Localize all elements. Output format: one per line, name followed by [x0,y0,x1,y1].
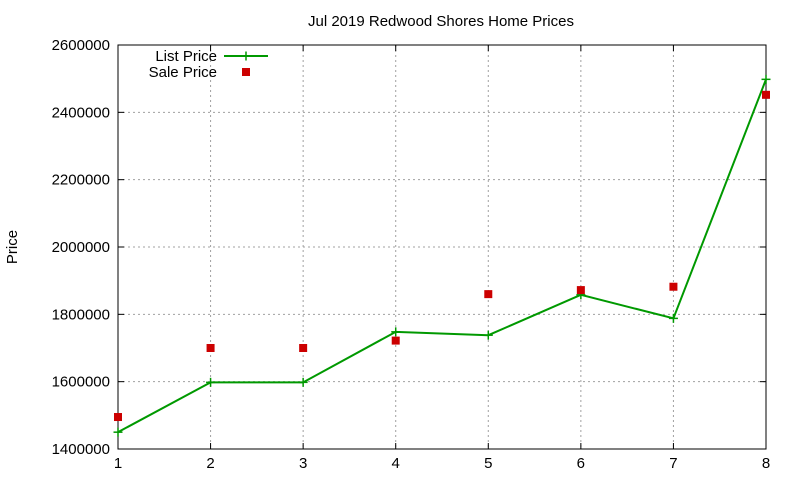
list-price-point [206,377,216,387]
y-tick-label: 2200000 [52,172,110,189]
sale-price-point [206,344,215,352]
y-tick-label: 1400000 [52,441,110,458]
sale-price-point [576,286,585,295]
list-price-point [113,427,123,437]
legend-label: List Price [155,48,217,65]
list-price-line [117,78,767,434]
x-tick-label: 7 [669,455,677,472]
x-tick-label: 3 [299,455,307,472]
y-tick-label: 1600000 [52,374,110,391]
y-tick-label: 2600000 [52,37,110,54]
sale-price-point [762,90,770,99]
legend-square-sample [242,68,250,76]
list-price-point [391,327,401,337]
sale-price-point [669,282,678,291]
list-price-point [483,330,493,340]
sale-price-point [391,336,400,345]
x-tick-label: 5 [484,455,492,472]
legend-cross-sample [241,51,251,61]
x-tick-label: 1 [114,455,122,472]
y-tick-label: 2000000 [52,239,110,256]
grid-layer [118,45,766,449]
x-tick-label: 8 [762,455,770,472]
x-tick-label: 2 [206,455,214,472]
legend-label: Sale Price [149,64,217,81]
x-tick-label: 4 [392,455,400,472]
y-tick-label: 2400000 [52,104,110,121]
chart-title: Jul 2019 Redwood Shores Home Prices [308,13,574,30]
sale-price-point [299,344,308,352]
sale-price-point [484,290,493,299]
x-tick-label: 6 [577,455,585,472]
y-axis-label: Price [4,230,21,264]
axes-layer: 1 2 3 4 5 6 7 8 1400000 1600000 1800000 2000000 2200… [52,37,771,472]
y-tick-label: 1800000 [52,306,110,323]
list-price-point [761,74,771,84]
list-price-point [668,313,678,323]
data-layer [113,74,771,437]
sale-price-point [114,413,122,422]
list-price-point [298,377,308,387]
